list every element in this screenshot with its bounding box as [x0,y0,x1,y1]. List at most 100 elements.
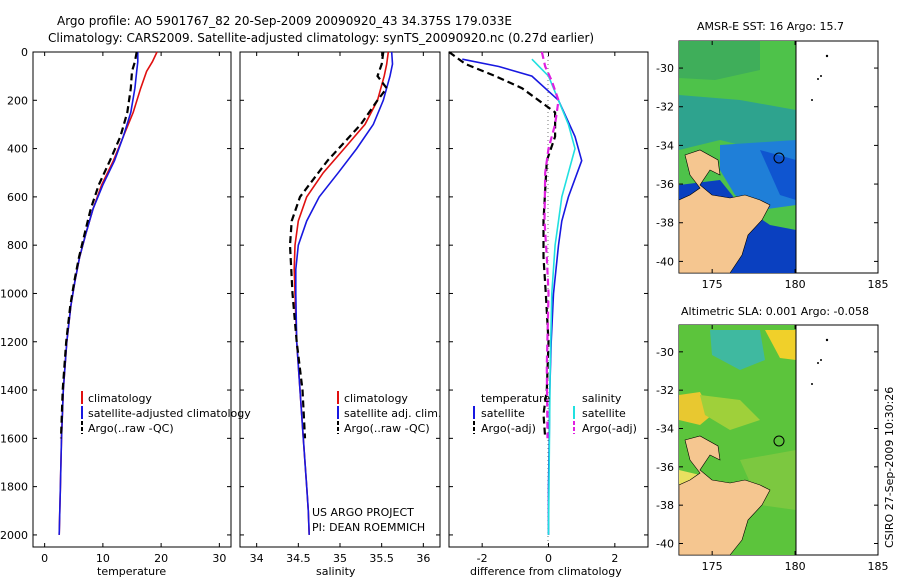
series-climatology [293,51,390,535]
difference-series [448,51,583,535]
sla-map-title: Altimetric SLA: 0.001 Argo: -0.058 [681,305,869,318]
x-tick-label: 185 [868,560,889,573]
y-tick-label: -34 [656,423,674,436]
y-tick-label: 0 [21,46,28,59]
temperature-legend: climatology satellite-adjusted climatolo… [81,391,251,435]
difference-panel: -2 0 2 difference from climatology tempera… [448,51,649,578]
y-tick-label: -32 [656,101,674,114]
series-satellite-adjusted-climatology [58,52,139,535]
temperature-panel: 0 200 400 600 800 1000 1200 1400 1600 1800 2000 0 1… [0,46,251,578]
series-temperature-satellite [462,58,583,535]
difference-legend: temperature satellite Argo(-adj) salinit… [473,392,637,435]
kermadec-islands [811,54,829,101]
legend-sal-argo: Argo(-adj) [582,422,637,435]
temperature-x-axis: 0 10 20 30 [41,51,231,565]
x-tick-label: -2 [477,552,488,565]
sla-map-axes-ticks: 175 180 185 -30 -32 -34 -36 -38 -40 [656,325,889,573]
legend-temp-argo: Argo(-adj) [481,422,536,435]
temperature-xlabel: temperature [97,565,166,578]
legend-salinity-heading: salinity [582,392,622,405]
y-tick-label: -40 [656,255,674,268]
x-tick-label: 175 [702,560,723,573]
legend-sal-satellite: satellite [582,407,626,420]
series-satellite-adj-clim [294,51,394,535]
legend-temp-satellite: satellite [481,407,525,420]
temperature-axes-box [32,51,232,548]
project-pi: PI: DEAN ROEMMICH [312,521,425,534]
x-tick-label: 20 [154,552,168,565]
sla-heatmap [679,325,796,555]
land-mass [679,435,771,555]
depth-axis: 0 200 400 600 800 1000 1200 1400 1600 1800 2000 [0,46,37,542]
sst-heatmap [679,41,796,273]
series-argo-raw-qc [59,51,138,439]
x-tick-label: 34.5 [286,552,311,565]
x-tick-label: 34 [250,552,264,565]
x-tick-label: 175 [702,278,723,291]
y-tick-label: -40 [656,538,674,551]
sla-map-panel: Altimetric SLA: 0.001 Argo: -0.058 175 18… [656,305,888,573]
y-tick-label: 400 [7,143,28,156]
y-tick-label: 1400 [0,384,28,397]
legend-temperature-heading: temperature [481,392,550,405]
figure-subtitle: Climatology: CARS2009. Satellite-adjuste… [48,31,594,45]
salinity-legend: climatology satellite adj. clim. Argo(..… [337,391,441,435]
series-salinity-argo-adj [540,51,560,439]
temperature-series [58,51,158,535]
sst-map-panel: AMSR-E SST: 16 Argo: 15.7 175 180 185 -30 -3… [656,20,888,291]
y-tick-label: 1600 [0,432,28,445]
float-position-marker [773,152,785,164]
x-tick-label: 2 [611,552,618,565]
y-tick-label: 1200 [0,336,28,349]
csiro-timestamp: CSIRO 27-Sep-2009 10:30:26 [883,387,896,548]
salinity-panel: 34 34.5 35 35.5 36 salinity climatology sate… [239,51,441,578]
x-tick-label: 0 [41,552,48,565]
salinity-series [288,51,394,535]
x-tick-label: 180 [785,560,806,573]
land-mass [679,149,771,273]
x-tick-label: 35.5 [369,552,394,565]
x-tick-label: 30 [212,552,226,565]
y-tick-label: 1000 [0,287,28,300]
y-tick-label: -38 [656,217,674,230]
sst-map-axes-ticks: 175 180 185 -30 -32 -34 -36 -38 -40 [656,41,889,291]
x-tick-label: 36 [416,552,430,565]
x-tick-label: 180 [785,278,806,291]
legend-argo-raw: Argo(..raw -QC) [88,422,174,435]
salinity-x-axis: 34 34.5 35 35.5 36 [240,51,440,565]
legend-satellite-adjusted: satellite-adjusted climatology [88,407,251,420]
kermadec-islands [811,338,829,385]
series-climatology [58,51,158,535]
y-tick-label: -34 [656,139,674,152]
x-tick-label: 185 [868,278,889,291]
y-tick-label: 200 [7,94,28,107]
x-tick-label: 35 [333,552,347,565]
y-tick-label: -30 [656,62,674,75]
series-argo-raw-qc [288,51,389,439]
y-tick-label: 1800 [0,481,28,494]
legend-climatology: climatology [88,392,152,405]
project-name: US ARGO PROJECT [312,506,414,519]
y-tick-label: -32 [656,384,674,397]
float-position-marker [773,435,785,447]
y-tick-label: 2000 [0,529,28,542]
y-tick-label: -30 [656,346,674,359]
y-tick-label: 600 [7,191,28,204]
legend-satellite-adj: satellite adj. clim. [344,407,441,420]
salinity-xlabel: salinity [316,565,356,578]
series-salinity-satellite [531,58,576,535]
y-tick-label: -36 [656,461,674,474]
salinity-axes-box [239,51,441,548]
y-tick-label: 800 [7,239,28,252]
y-tick-label: -36 [656,178,674,191]
figure-title: Argo profile: AO 5901767_82 20-Sep-2009 … [57,14,512,28]
sst-map-title: AMSR-E SST: 16 Argo: 15.7 [697,20,844,33]
difference-x-axis: -2 0 2 [449,51,648,565]
legend-climatology: climatology [344,392,408,405]
series-temperature-argo-adj [448,51,557,439]
y-tick-label: -38 [656,499,674,512]
difference-xlabel: difference from climatology [470,565,622,578]
x-tick-label: 0 [545,552,552,565]
legend-argo-raw: Argo(..raw -QC) [344,422,430,435]
